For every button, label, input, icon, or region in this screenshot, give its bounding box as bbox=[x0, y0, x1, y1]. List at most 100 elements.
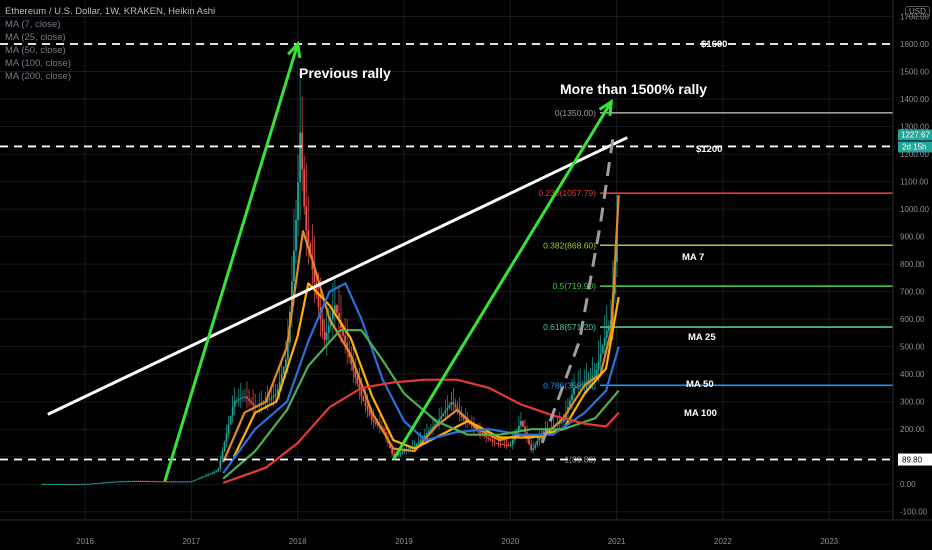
annotation-ma25: MA 25 bbox=[688, 332, 716, 343]
price-bar bbox=[194, 479, 197, 481]
price-bar bbox=[162, 481, 165, 483]
price-bar bbox=[344, 335, 346, 343]
price-bar bbox=[244, 396, 246, 398]
price-bar bbox=[88, 483, 91, 485]
price-bar bbox=[111, 481, 113, 483]
price-tick: 900.00 bbox=[900, 233, 925, 242]
price-bar bbox=[307, 230, 310, 244]
time-tick: 2020 bbox=[501, 537, 519, 546]
price-bar bbox=[215, 471, 218, 473]
price-bar bbox=[317, 294, 320, 308]
price-tick: 1700.00 bbox=[900, 13, 929, 22]
price-bar bbox=[248, 398, 250, 401]
price-bar bbox=[356, 377, 359, 384]
price-bar bbox=[149, 481, 152, 483]
price-bar bbox=[84, 483, 87, 485]
price-bar bbox=[499, 443, 502, 445]
price-tick: 800.00 bbox=[900, 260, 925, 269]
fib-label: 0(1350.00) bbox=[555, 108, 596, 118]
price-bar bbox=[160, 481, 162, 483]
price-bar bbox=[601, 345, 604, 354]
price-bar bbox=[125, 481, 128, 483]
price-bar bbox=[213, 472, 216, 473]
annotation-1200: $1200 bbox=[696, 144, 722, 155]
price-bar bbox=[158, 481, 160, 483]
price-bar bbox=[376, 423, 379, 426]
price-bar bbox=[569, 400, 571, 407]
fib-label: 0.5(719.90) bbox=[553, 281, 597, 291]
price-bar bbox=[211, 472, 214, 474]
price-bar bbox=[190, 481, 193, 483]
price-bar bbox=[268, 398, 271, 401]
price-bar bbox=[252, 402, 254, 406]
price-bar bbox=[497, 443, 500, 445]
price-bar bbox=[366, 405, 369, 411]
price-bar bbox=[188, 481, 191, 483]
price-bar bbox=[372, 420, 375, 423]
price-bar bbox=[448, 405, 451, 408]
price-bar bbox=[278, 381, 281, 389]
price-series bbox=[41, 69, 618, 485]
price-bar bbox=[534, 444, 537, 449]
price-bar bbox=[43, 483, 46, 485]
price-bar bbox=[605, 330, 608, 338]
price-bar bbox=[436, 422, 438, 425]
support-price-label: 89.80 bbox=[902, 456, 923, 465]
price-bar bbox=[172, 481, 175, 483]
price-bar bbox=[333, 305, 336, 313]
price-bar bbox=[127, 481, 130, 483]
indicator-ma200[interactable]: MA (200, close) bbox=[5, 71, 71, 82]
price-bar bbox=[49, 483, 52, 485]
price-bar bbox=[575, 386, 578, 388]
price-bar bbox=[440, 416, 443, 420]
price-bar bbox=[313, 269, 316, 283]
currency-badge[interactable]: USD bbox=[905, 6, 930, 17]
price-bar bbox=[166, 481, 169, 483]
price-bar bbox=[129, 481, 132, 483]
price-tick: 1000.00 bbox=[900, 205, 929, 214]
price-bar bbox=[542, 431, 545, 434]
price-bar bbox=[270, 397, 273, 399]
indicator-ma50[interactable]: MA (50, close) bbox=[5, 45, 66, 56]
time-tick: 2019 bbox=[395, 537, 413, 546]
price-bar bbox=[246, 396, 248, 399]
price-bar bbox=[501, 444, 504, 446]
price-bar bbox=[196, 478, 199, 480]
price-bar bbox=[493, 441, 496, 443]
price-bar bbox=[92, 483, 95, 485]
price-bar bbox=[286, 342, 289, 360]
price-bar bbox=[176, 481, 179, 483]
price-bar bbox=[475, 428, 477, 430]
symbol-title[interactable]: Ethereum / U.S. Dollar, 1W, KRAKEN, Heik… bbox=[5, 6, 216, 17]
indicator-ma7[interactable]: MA (7, close) bbox=[5, 19, 61, 30]
ma-line bbox=[222, 329, 620, 480]
price-bar bbox=[164, 481, 167, 483]
price-bar bbox=[450, 402, 453, 406]
price-bar bbox=[229, 415, 232, 425]
price-bar bbox=[250, 400, 252, 403]
price-bar bbox=[509, 444, 512, 446]
price-bar bbox=[532, 448, 535, 451]
projection-dashed-line bbox=[540, 134, 615, 444]
price-bar bbox=[105, 482, 107, 484]
price-tick: 1500.00 bbox=[900, 68, 929, 77]
price-bar bbox=[139, 480, 142, 482]
price-bar bbox=[399, 453, 402, 455]
price-bar bbox=[562, 419, 565, 422]
price-bar bbox=[295, 219, 297, 251]
price-bar bbox=[293, 250, 295, 282]
price-bar bbox=[430, 428, 432, 431]
trend-line bbox=[47, 136, 628, 416]
price-bar bbox=[325, 332, 328, 340]
indicator-ma25[interactable]: MA (25, close) bbox=[5, 32, 66, 43]
price-bar bbox=[207, 474, 210, 476]
price-bar bbox=[520, 420, 522, 426]
price-bar bbox=[223, 442, 226, 452]
rally-arrow-head bbox=[287, 40, 302, 59]
indicator-ma100[interactable]: MA (100, close) bbox=[5, 58, 71, 69]
price-bar bbox=[107, 482, 109, 484]
price-bar bbox=[102, 482, 105, 484]
price-bar bbox=[276, 388, 279, 395]
price-bar bbox=[336, 305, 338, 313]
